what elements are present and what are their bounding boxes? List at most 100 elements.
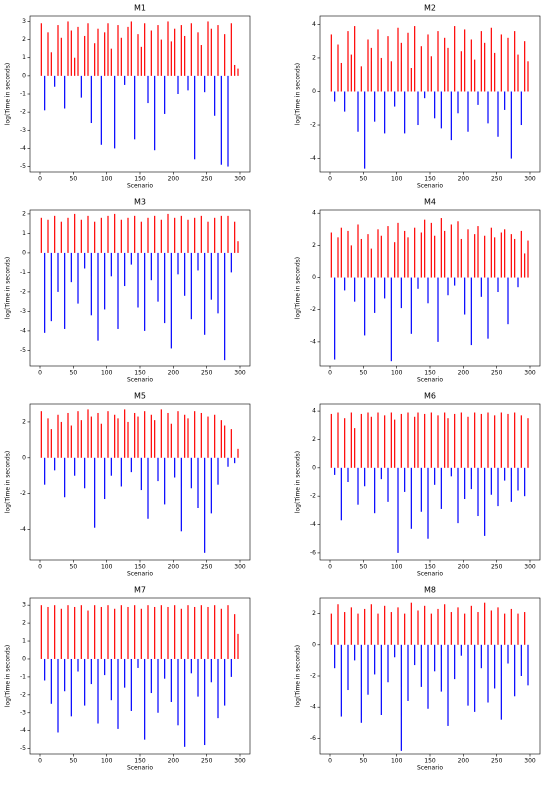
x-tick-label: 150 [424, 370, 436, 377]
x-tick-label: 50 [70, 564, 78, 571]
bar [87, 23, 89, 76]
bar [430, 613, 432, 645]
y-tick-label: -3 [20, 308, 26, 315]
bar [474, 59, 476, 92]
bar [527, 61, 529, 92]
bar [54, 75, 56, 87]
bar [504, 467, 506, 481]
bar [84, 35, 86, 76]
bar [367, 644, 369, 695]
x-axis-label: Scenario [417, 183, 443, 190]
bar [424, 413, 426, 468]
bar [134, 412, 136, 458]
bar [214, 414, 216, 458]
bar [147, 75, 149, 104]
bar [454, 644, 456, 680]
bar [337, 44, 339, 92]
bar [194, 606, 196, 659]
bar [514, 31, 516, 92]
bar [227, 75, 229, 167]
chart-title: M5 [134, 392, 146, 401]
bar [194, 75, 196, 160]
bar [84, 457, 86, 489]
bar [334, 91, 336, 102]
bar [527, 644, 529, 686]
bar [450, 612, 452, 645]
bar [90, 416, 92, 458]
y-tick-label: 3 [22, 18, 26, 25]
bar [377, 412, 379, 468]
bar [447, 644, 449, 726]
bar [334, 467, 336, 475]
bar [237, 448, 239, 458]
x-tick-label: 300 [234, 370, 246, 377]
bar [70, 252, 72, 283]
bar [104, 457, 106, 500]
bar [434, 91, 436, 119]
bar [210, 252, 212, 300]
bar [140, 608, 142, 659]
bar [410, 467, 412, 529]
bar [167, 606, 169, 659]
bar [214, 75, 216, 116]
x-tick-label: 200 [168, 758, 180, 765]
bar [47, 606, 49, 659]
bar [454, 413, 456, 468]
x-tick-label: 200 [458, 758, 470, 765]
bar [407, 237, 409, 278]
bar [70, 425, 72, 458]
bar [97, 658, 99, 724]
bar [180, 457, 182, 532]
bar [144, 23, 146, 76]
bar [64, 658, 66, 692]
bar [507, 413, 509, 468]
bar [150, 252, 152, 281]
bar [450, 467, 452, 477]
bar [200, 215, 202, 253]
bar [174, 605, 176, 659]
bar [190, 457, 192, 489]
bar [224, 34, 226, 76]
bar [457, 91, 459, 114]
bar [510, 91, 512, 159]
bar [207, 21, 209, 76]
bar [340, 644, 342, 717]
bar [147, 605, 149, 659]
bar [397, 222, 399, 278]
bar [100, 606, 102, 659]
x-tick-label: 0 [328, 370, 332, 377]
bar [460, 51, 462, 92]
y-tick-label: 0 [312, 464, 316, 471]
bar [174, 217, 176, 253]
y-tick-label: -2 [20, 691, 26, 698]
y-tick-label: -4 [20, 327, 26, 334]
bar [104, 252, 106, 310]
bar [367, 412, 369, 468]
bar [200, 412, 202, 458]
y-tick-label: -3 [20, 127, 26, 134]
y-tick-label: 2 [22, 36, 26, 43]
bar [440, 644, 442, 692]
bar [467, 91, 469, 132]
bar [457, 607, 459, 645]
y-tick-label: -2 [310, 493, 316, 500]
bar [204, 658, 206, 746]
bar [377, 229, 379, 278]
bar [97, 252, 99, 341]
bar [164, 252, 166, 324]
bar [130, 21, 132, 76]
bar [360, 66, 362, 92]
bar [230, 23, 232, 76]
y-tick-label: -2 [310, 306, 316, 313]
bar [77, 658, 79, 672]
x-tick-label: 0 [38, 758, 42, 765]
bar [110, 252, 112, 277]
x-tick-label: 250 [201, 564, 213, 571]
x-tick-label: 50 [70, 370, 78, 377]
bar [434, 467, 436, 485]
bar [107, 411, 109, 458]
bar [114, 608, 116, 659]
bar [474, 234, 476, 278]
bar [497, 277, 499, 293]
x-tick-label: 250 [201, 176, 213, 183]
